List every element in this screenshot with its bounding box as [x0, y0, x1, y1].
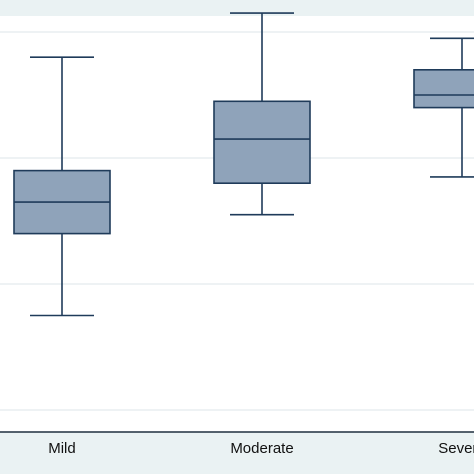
x-tick-labels: Mild Moderate Severe	[48, 440, 474, 457]
x-tick-label: Moderate	[230, 440, 293, 457]
x-tick-label: Severe	[438, 440, 474, 457]
box-severe	[413, 37, 474, 178]
interquartile-box	[413, 69, 474, 109]
interquartile-box	[213, 100, 311, 185]
box-moderate	[213, 12, 311, 216]
box-series	[13, 12, 474, 317]
box-mild	[13, 56, 111, 317]
x-tick-label: Mild	[48, 440, 76, 457]
